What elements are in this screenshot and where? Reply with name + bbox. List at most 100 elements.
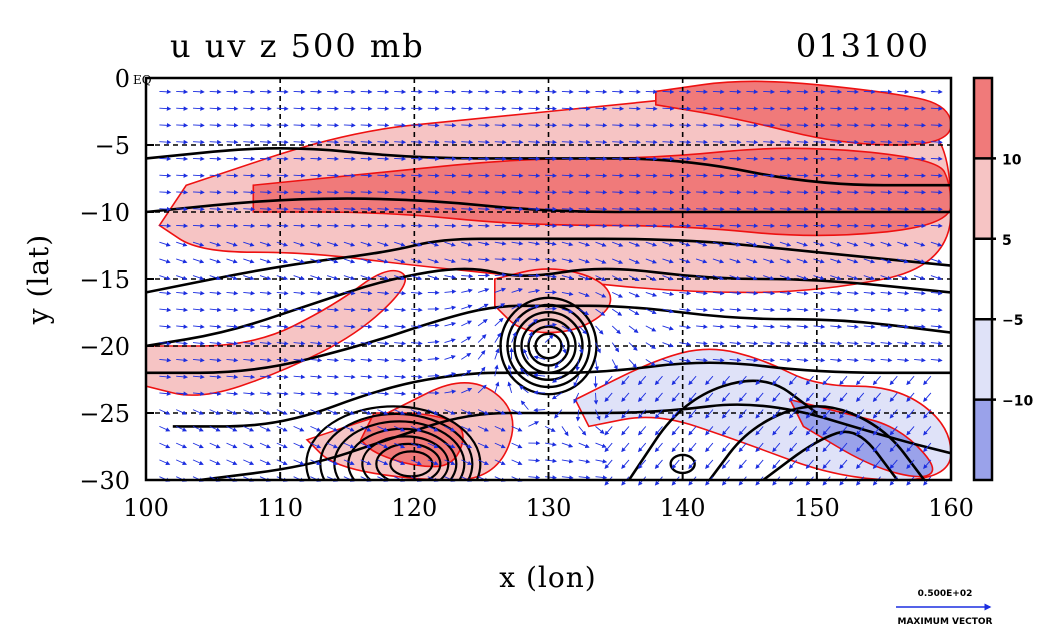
wind-vector: [705, 442, 714, 453]
wind-vector: [410, 307, 423, 313]
wind-vector: [293, 206, 306, 212]
wind-vector: [410, 290, 423, 296]
wind-vector: [923, 459, 932, 469]
wind-vector: [729, 173, 742, 178]
wind-vector: [729, 357, 742, 363]
wind-vector: [662, 173, 675, 178]
wind-vector: [176, 374, 188, 380]
wind-vector: [477, 318, 488, 327]
wind-vector: [930, 341, 943, 346]
wind-vector: [755, 459, 764, 469]
wind-vector: [427, 106, 440, 111]
wind-vector: [738, 459, 747, 469]
wind-vector: [360, 173, 373, 178]
wind-vector: [914, 89, 926, 95]
wind-vector: [276, 290, 289, 296]
wind-vector: [763, 156, 775, 162]
wind-vector: [259, 391, 272, 396]
wind-vector: [176, 190, 189, 195]
wind-vector: [671, 409, 680, 419]
wind-vector: [830, 123, 843, 128]
wind-vector: [444, 156, 457, 162]
wind-vector: [763, 290, 775, 296]
wind-vector: [839, 426, 848, 436]
wind-vector: [310, 391, 323, 396]
wind-vector: [544, 425, 556, 432]
wind-vector: [561, 258, 574, 263]
wind-vector: [511, 409, 523, 415]
wind-vector: [511, 89, 524, 95]
wind-vector: [545, 458, 557, 464]
colorbar-segment: [974, 399, 992, 480]
wind-vector: [628, 359, 638, 369]
wind-vector: [327, 341, 339, 346]
wind-vector: [394, 290, 407, 296]
wind-vector: [721, 459, 730, 469]
colorbar-label: 10: [1002, 152, 1022, 168]
wind-vector: [243, 206, 256, 212]
wind-vector: [243, 106, 256, 111]
wind-vector: [696, 173, 708, 178]
wind-vector: [226, 341, 239, 346]
wind-vector: [461, 336, 472, 343]
wind-vector: [679, 190, 692, 195]
wind-vector: [856, 459, 865, 469]
wind-vector: [243, 156, 256, 162]
wind-vector: [746, 241, 758, 247]
wind-vector: [779, 156, 792, 162]
wind-vector: [461, 123, 474, 128]
wind-vector: [528, 173, 541, 178]
wind-vector: [604, 409, 613, 419]
low-ring: [506, 303, 591, 389]
wind-vector: [645, 223, 658, 229]
wind-vector: [394, 409, 406, 415]
wind-vector: [159, 409, 171, 415]
wind-vector: [478, 173, 490, 178]
wind-vector: [360, 190, 373, 195]
wind-vector: [528, 304, 540, 310]
wind-vector: [494, 459, 506, 465]
wind-vector: [779, 258, 792, 264]
wind-vector: [930, 89, 943, 95]
wind-vector: [461, 190, 474, 195]
wind-vector: [796, 357, 809, 363]
wind-vector: [772, 375, 781, 386]
wind-vector: [645, 291, 658, 297]
wind-vector: [427, 190, 440, 195]
wind-vector: [394, 275, 406, 281]
wind-vector: [310, 139, 323, 145]
wind-vector: [327, 139, 339, 145]
wind-vector: [326, 409, 339, 415]
wind-vector: [779, 275, 792, 281]
wind-vector: [856, 426, 865, 436]
wind-vector: [477, 366, 486, 377]
wind-vector: [494, 348, 500, 360]
wind-vector: [394, 324, 407, 329]
wind-vector: [360, 374, 373, 380]
wind-vector: [533, 355, 546, 360]
wind-vector: [478, 190, 490, 195]
wind-vector: [494, 206, 507, 212]
wind-vector: [805, 459, 814, 469]
wind-vector: [343, 173, 356, 178]
wind-vector: [822, 426, 831, 436]
wind-vector: [796, 324, 809, 329]
wind-vector: [327, 190, 339, 195]
wind-vector: [461, 223, 474, 229]
wind-vector: [746, 258, 758, 264]
wind-vector: [427, 89, 440, 95]
wind-vector: [545, 89, 557, 95]
wind-vector: [696, 156, 708, 162]
wind-vector: [176, 223, 189, 229]
wind-vector: [906, 426, 915, 436]
wind-vector: [595, 308, 606, 316]
wind-vector: [176, 156, 189, 162]
wind-vector: [573, 376, 580, 388]
wind-vector: [897, 307, 910, 313]
wind-vector: [846, 106, 859, 111]
wind-vector: [552, 375, 563, 383]
wind-vector: [738, 409, 747, 419]
wind-vector: [612, 206, 625, 212]
wind-vector: [293, 173, 306, 178]
wind-vector: [645, 325, 657, 332]
